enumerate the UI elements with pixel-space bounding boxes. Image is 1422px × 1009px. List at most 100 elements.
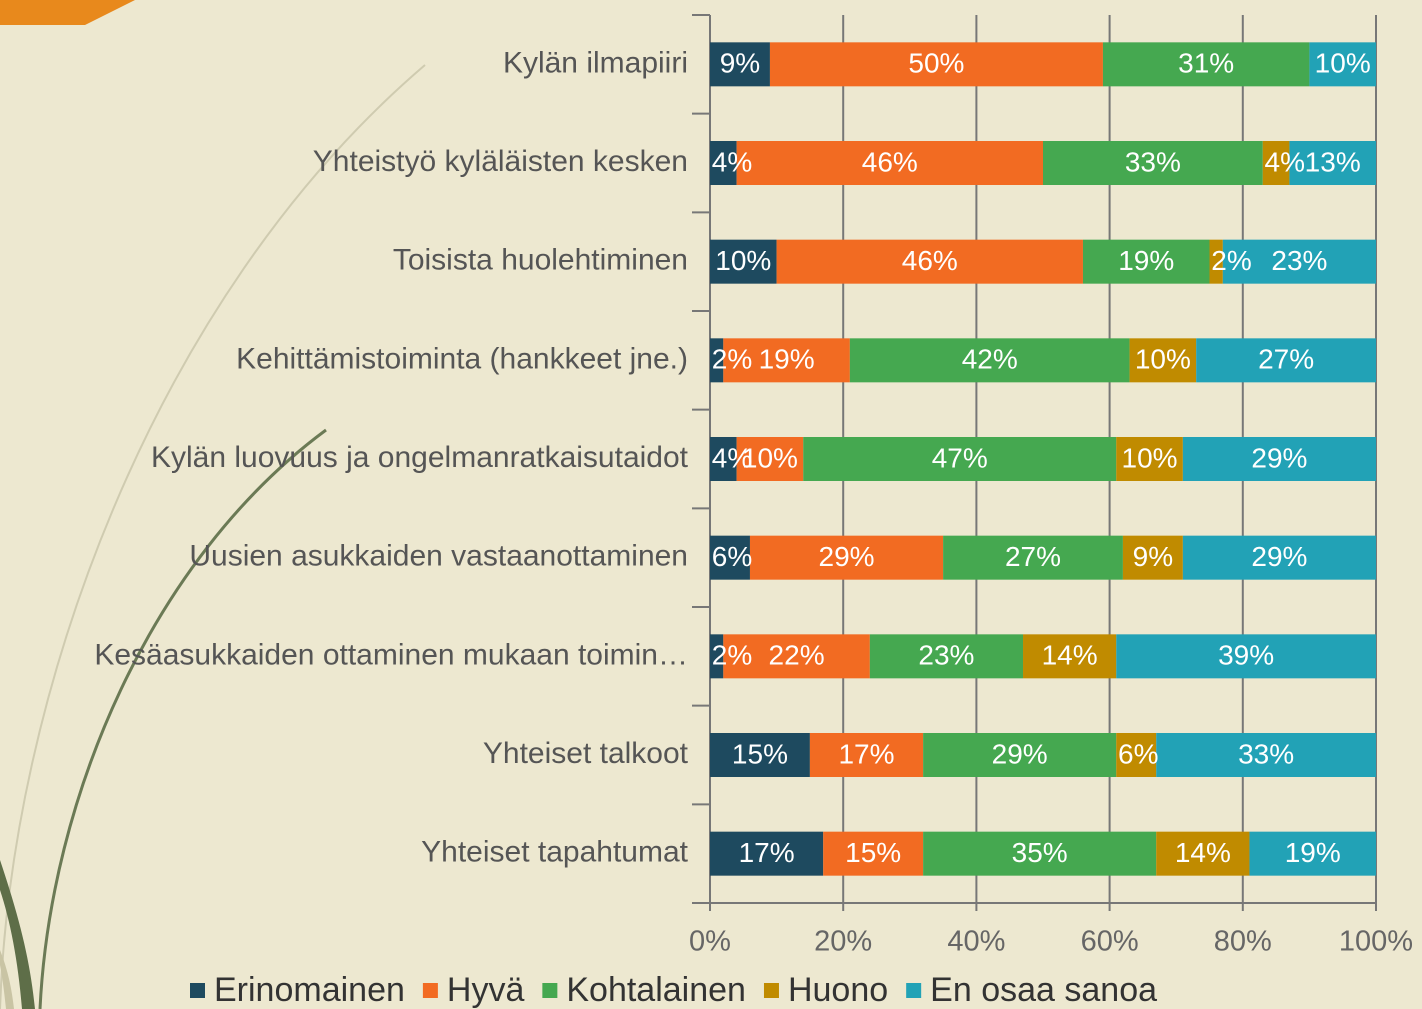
- bar-segment: [1222, 239, 1376, 284]
- data-label: 2%: [1211, 245, 1251, 276]
- data-label: 10%: [742, 442, 798, 473]
- curve-decoration: [0, 860, 35, 1009]
- bar-segment: [849, 338, 1130, 383]
- bar-segment: [710, 141, 737, 185]
- legend-label: En osaa sanoa: [930, 971, 1157, 1009]
- curve-decoration: [38, 428, 327, 1009]
- bar-segment: [809, 733, 924, 777]
- data-label: 4%: [1265, 146, 1305, 177]
- category-label: Uusien asukkaiden vastaanottaminen: [189, 540, 688, 573]
- data-label: 27%: [1005, 541, 1061, 572]
- bar-segment: [823, 831, 924, 876]
- legend-label: Hyvä: [447, 971, 525, 1009]
- bar-segment: [869, 634, 1024, 679]
- bar-segment: [710, 338, 724, 383]
- data-label: 10%: [715, 245, 771, 276]
- bar-segment: [1289, 141, 1376, 185]
- bar-segment: [710, 733, 810, 777]
- data-label: 10%: [1122, 442, 1178, 473]
- data-label: 19%: [1118, 245, 1174, 276]
- bar-segment: [1116, 733, 1157, 777]
- data-label: 17%: [838, 738, 894, 769]
- bar-segment: [1209, 239, 1223, 284]
- x-tick-label: 40%: [947, 926, 1005, 958]
- bar-segment: [1116, 634, 1376, 679]
- legend-swatch: [542, 983, 558, 998]
- bar-segment: [1182, 535, 1376, 580]
- bar-segment: [710, 831, 824, 876]
- bar-segment: [803, 437, 1117, 481]
- data-label: 31%: [1178, 48, 1234, 79]
- data-label: 23%: [1271, 245, 1327, 276]
- data-label: 17%: [739, 837, 795, 868]
- data-label: 23%: [918, 640, 974, 671]
- bar-segment: [710, 535, 750, 580]
- bar-segment: [769, 42, 1103, 87]
- data-label: 15%: [732, 738, 788, 769]
- bar-segment: [710, 634, 724, 679]
- category-label: Kesäasukkaiden ottaminen mukaan toimin…: [94, 638, 688, 671]
- curve-decoration: [0, 950, 14, 1009]
- bar-segment: [1249, 831, 1376, 876]
- x-tick-label: 20%: [814, 926, 872, 958]
- data-label: 10%: [1135, 344, 1191, 375]
- data-label: 50%: [908, 48, 964, 79]
- data-label: 27%: [1258, 344, 1314, 375]
- bar-segment: [1102, 42, 1310, 87]
- data-label: 2%: [712, 344, 752, 375]
- data-label: 46%: [862, 146, 918, 177]
- bar-segment: [1196, 338, 1376, 383]
- data-label: 29%: [819, 541, 875, 572]
- bar-segment: [776, 239, 1083, 284]
- corner-decoration: [0, 0, 135, 25]
- bar-segment: [1309, 42, 1376, 87]
- bar-segment: [1182, 437, 1376, 481]
- bar-segment: [723, 338, 850, 383]
- category-label: Toisista huolehtiminen: [393, 244, 688, 277]
- data-label: 46%: [902, 245, 958, 276]
- legend-swatch: [422, 983, 438, 998]
- data-label: 6%: [712, 541, 752, 572]
- data-label: 4%: [712, 146, 752, 177]
- bar-segment: [1122, 535, 1183, 580]
- curve-decoration: [0, 64, 426, 1009]
- data-label: 14%: [1042, 640, 1098, 671]
- data-label: 39%: [1218, 640, 1274, 671]
- data-label: 9%: [1133, 541, 1173, 572]
- data-label: 14%: [1175, 837, 1231, 868]
- data-label: 15%: [845, 837, 901, 868]
- bar-segment: [749, 535, 944, 580]
- bar-segment: [1262, 141, 1290, 185]
- legend-label: Kohtalainen: [566, 971, 746, 1009]
- data-label: 4%: [712, 442, 752, 473]
- category-label: Yhteiset talkoot: [483, 737, 689, 770]
- legend-label: Huono: [788, 971, 888, 1009]
- category-label: Yhteiset tapahtumat: [421, 836, 689, 869]
- category-label: Kylän ilmapiiri: [503, 46, 688, 79]
- x-tick-label: 0%: [689, 926, 731, 958]
- x-tick-label: 100%: [1339, 926, 1413, 958]
- bar-segment: [736, 141, 1043, 185]
- legend-swatch: [190, 983, 205, 998]
- bar-segment: [1156, 831, 1250, 876]
- data-label: 2%: [712, 640, 752, 671]
- data-label: 6%: [1118, 738, 1158, 769]
- bar-segment: [710, 437, 737, 481]
- legend-swatch: [763, 983, 779, 998]
- data-label: 22%: [769, 640, 825, 671]
- data-label: 35%: [1012, 837, 1068, 868]
- bar-segment: [923, 831, 1157, 876]
- legend-swatch: [906, 983, 922, 998]
- bar-segment: [1082, 239, 1210, 284]
- bar-segment: [1116, 437, 1183, 481]
- data-label: 9%: [720, 48, 760, 79]
- bar-segment: [1023, 634, 1117, 679]
- data-label: 33%: [1125, 146, 1181, 177]
- category-label: Yhteistyö kyläläisten kesken: [313, 145, 688, 178]
- data-label: 10%: [1315, 48, 1371, 79]
- bar-segment: [943, 535, 1123, 580]
- data-label: 13%: [1305, 146, 1361, 177]
- bar-segment: [1129, 338, 1197, 383]
- data-label: 33%: [1238, 738, 1294, 769]
